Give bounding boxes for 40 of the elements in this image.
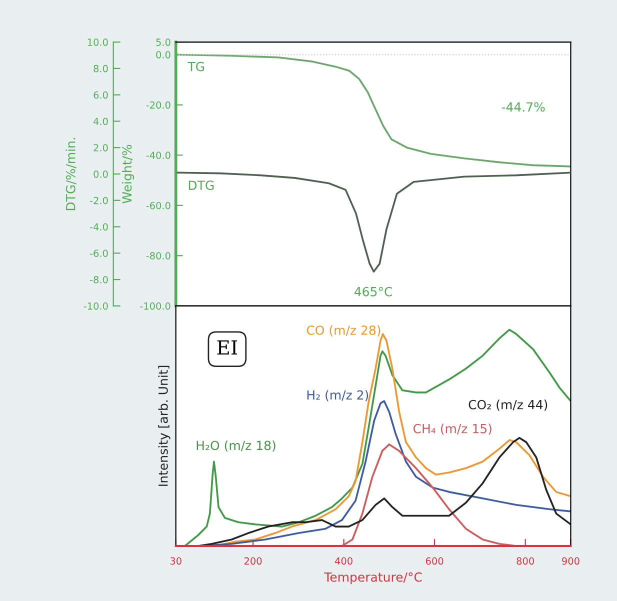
annotation: EI [217,340,238,354]
y2-tick-label: -8.0 [90,276,108,284]
y2-tick-label: -2.0 [90,196,108,204]
y-tick-label: -60.0 [146,202,170,210]
series-label: H₂ (m/z 2) [307,390,368,402]
y-tick-label: -100.0 [140,302,170,310]
y-axis-title: Intensity [arb. Unit] [158,366,170,486]
y-tick-label: -40.0 [146,152,170,159]
y2-tick-label: -4.0 [90,223,108,231]
text: CO₂ (m/z 44) [468,400,548,411]
x-tick-label: 600 [426,557,444,565]
series-label: CH₄ (m/z 15) [413,424,492,435]
y2-tick-label: 0.0 [94,170,108,178]
x-tick-label: 200 [244,557,262,565]
y2-tick-label: -10.0 [84,302,108,310]
y2-tick-label: 10.0 [88,38,108,46]
y-tick-label: 0.0 [156,51,170,58]
y2-tick-label: 4.0 [94,118,108,126]
x-tick-label: 900 [562,557,580,565]
series-label: DTG [188,180,214,190]
y2-tick-label: 6.0 [94,91,108,99]
x-axis-title: Temperature/°C [324,572,422,584]
annotation: -44.7% [502,102,545,112]
y-tick-label: 5.0 [156,38,170,46]
annotation: 465°C [354,286,392,296]
y2-axis-title: DTG/%/min. [66,138,76,210]
series-label: TG [188,62,204,72]
y-axis-title: Weight/% [122,144,134,204]
x-tick-label: 400 [334,557,352,565]
series-label: H₂O (m/z 18) [196,440,276,452]
y2-tick-label: 8.0 [94,64,108,72]
y2-tick-label: -6.0 [90,250,108,257]
x-tick-label: 800 [516,557,534,565]
line-series [176,54,571,168]
line-series [176,172,571,273]
x-tick-label: 30 [170,557,182,565]
y-tick-label: -80.0 [146,252,170,260]
y-tick-label: -20.0 [146,101,170,109]
y2-tick-label: 2.0 [94,144,108,152]
series-label: CO (m/z 28) [306,325,380,336]
